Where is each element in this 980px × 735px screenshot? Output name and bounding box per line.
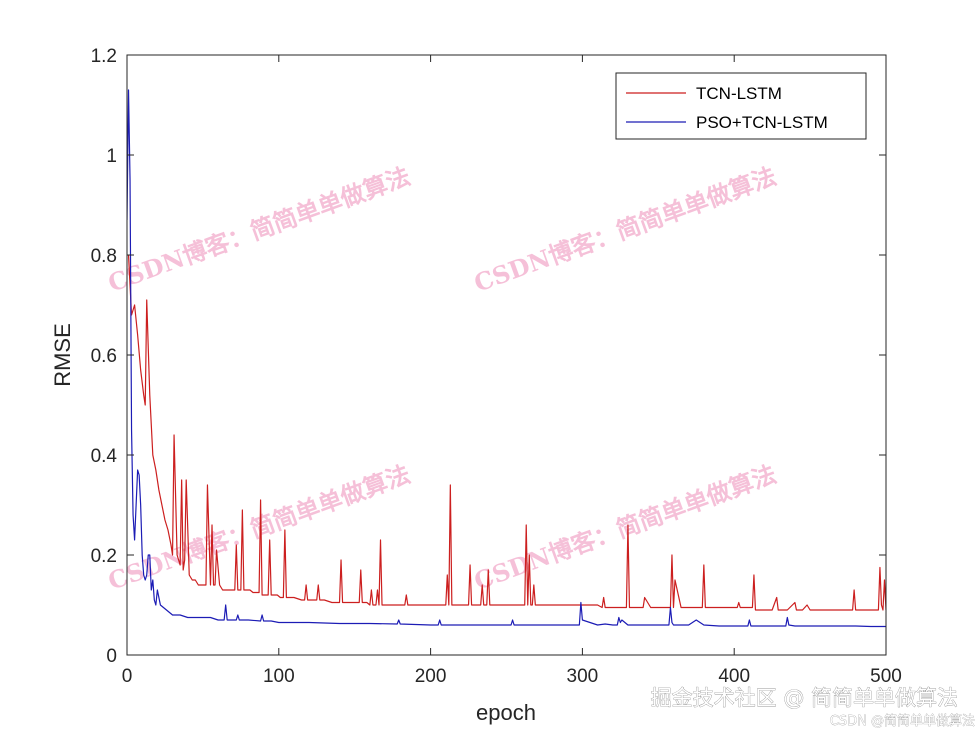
y-axis-label: RMSE — [50, 323, 75, 387]
x-tick-label: 0 — [122, 666, 133, 687]
series-line-tcn-lstm — [127, 254, 886, 611]
x-tick-label: 500 — [870, 666, 902, 687]
series-line-pso-tcn-lstm — [127, 89, 886, 628]
series-layer — [127, 89, 886, 628]
y-tick-label: 0 — [106, 646, 117, 667]
x-axis-label: epoch — [476, 700, 536, 725]
legend-box — [615, 72, 867, 140]
credit-main-text: 掘金技术社区 @ 简简单单做算法 — [651, 686, 958, 710]
legend-label-pso-tcn-lstm: PSO+TCN-LSTM — [696, 113, 828, 132]
x-tick-label: 400 — [718, 666, 750, 687]
credit-overlay: 掘金技术社区 @ 简简单单做算法 CSDN @简简单单做算法 — [650, 686, 975, 730]
legend: TCN-LSTM PSO+TCN-LSTM — [615, 72, 867, 140]
ticks-layer: 0 100 200 300 400 500 0 0.2 0.4 0.6 0.8 1 1.2 — [91, 46, 902, 687]
y-tick-label: 1.2 — [91, 46, 117, 67]
credit-sub-text: CSDN @简简单单做算法 — [830, 713, 975, 729]
x-tick-label: 300 — [567, 666, 599, 687]
x-tick-label: 200 — [415, 666, 447, 687]
y-tick-label: 1 — [106, 146, 117, 167]
plot-area — [127, 55, 886, 655]
y-tick-label: 0.8 — [91, 246, 117, 267]
y-tick-label: 0.2 — [91, 546, 117, 567]
y-tick-label: 0.4 — [91, 446, 118, 467]
x-tick-label: 100 — [263, 666, 295, 687]
legend-label-tcn-lstm: TCN-LSTM — [696, 84, 782, 103]
y-tick-label: 0.6 — [91, 346, 117, 367]
